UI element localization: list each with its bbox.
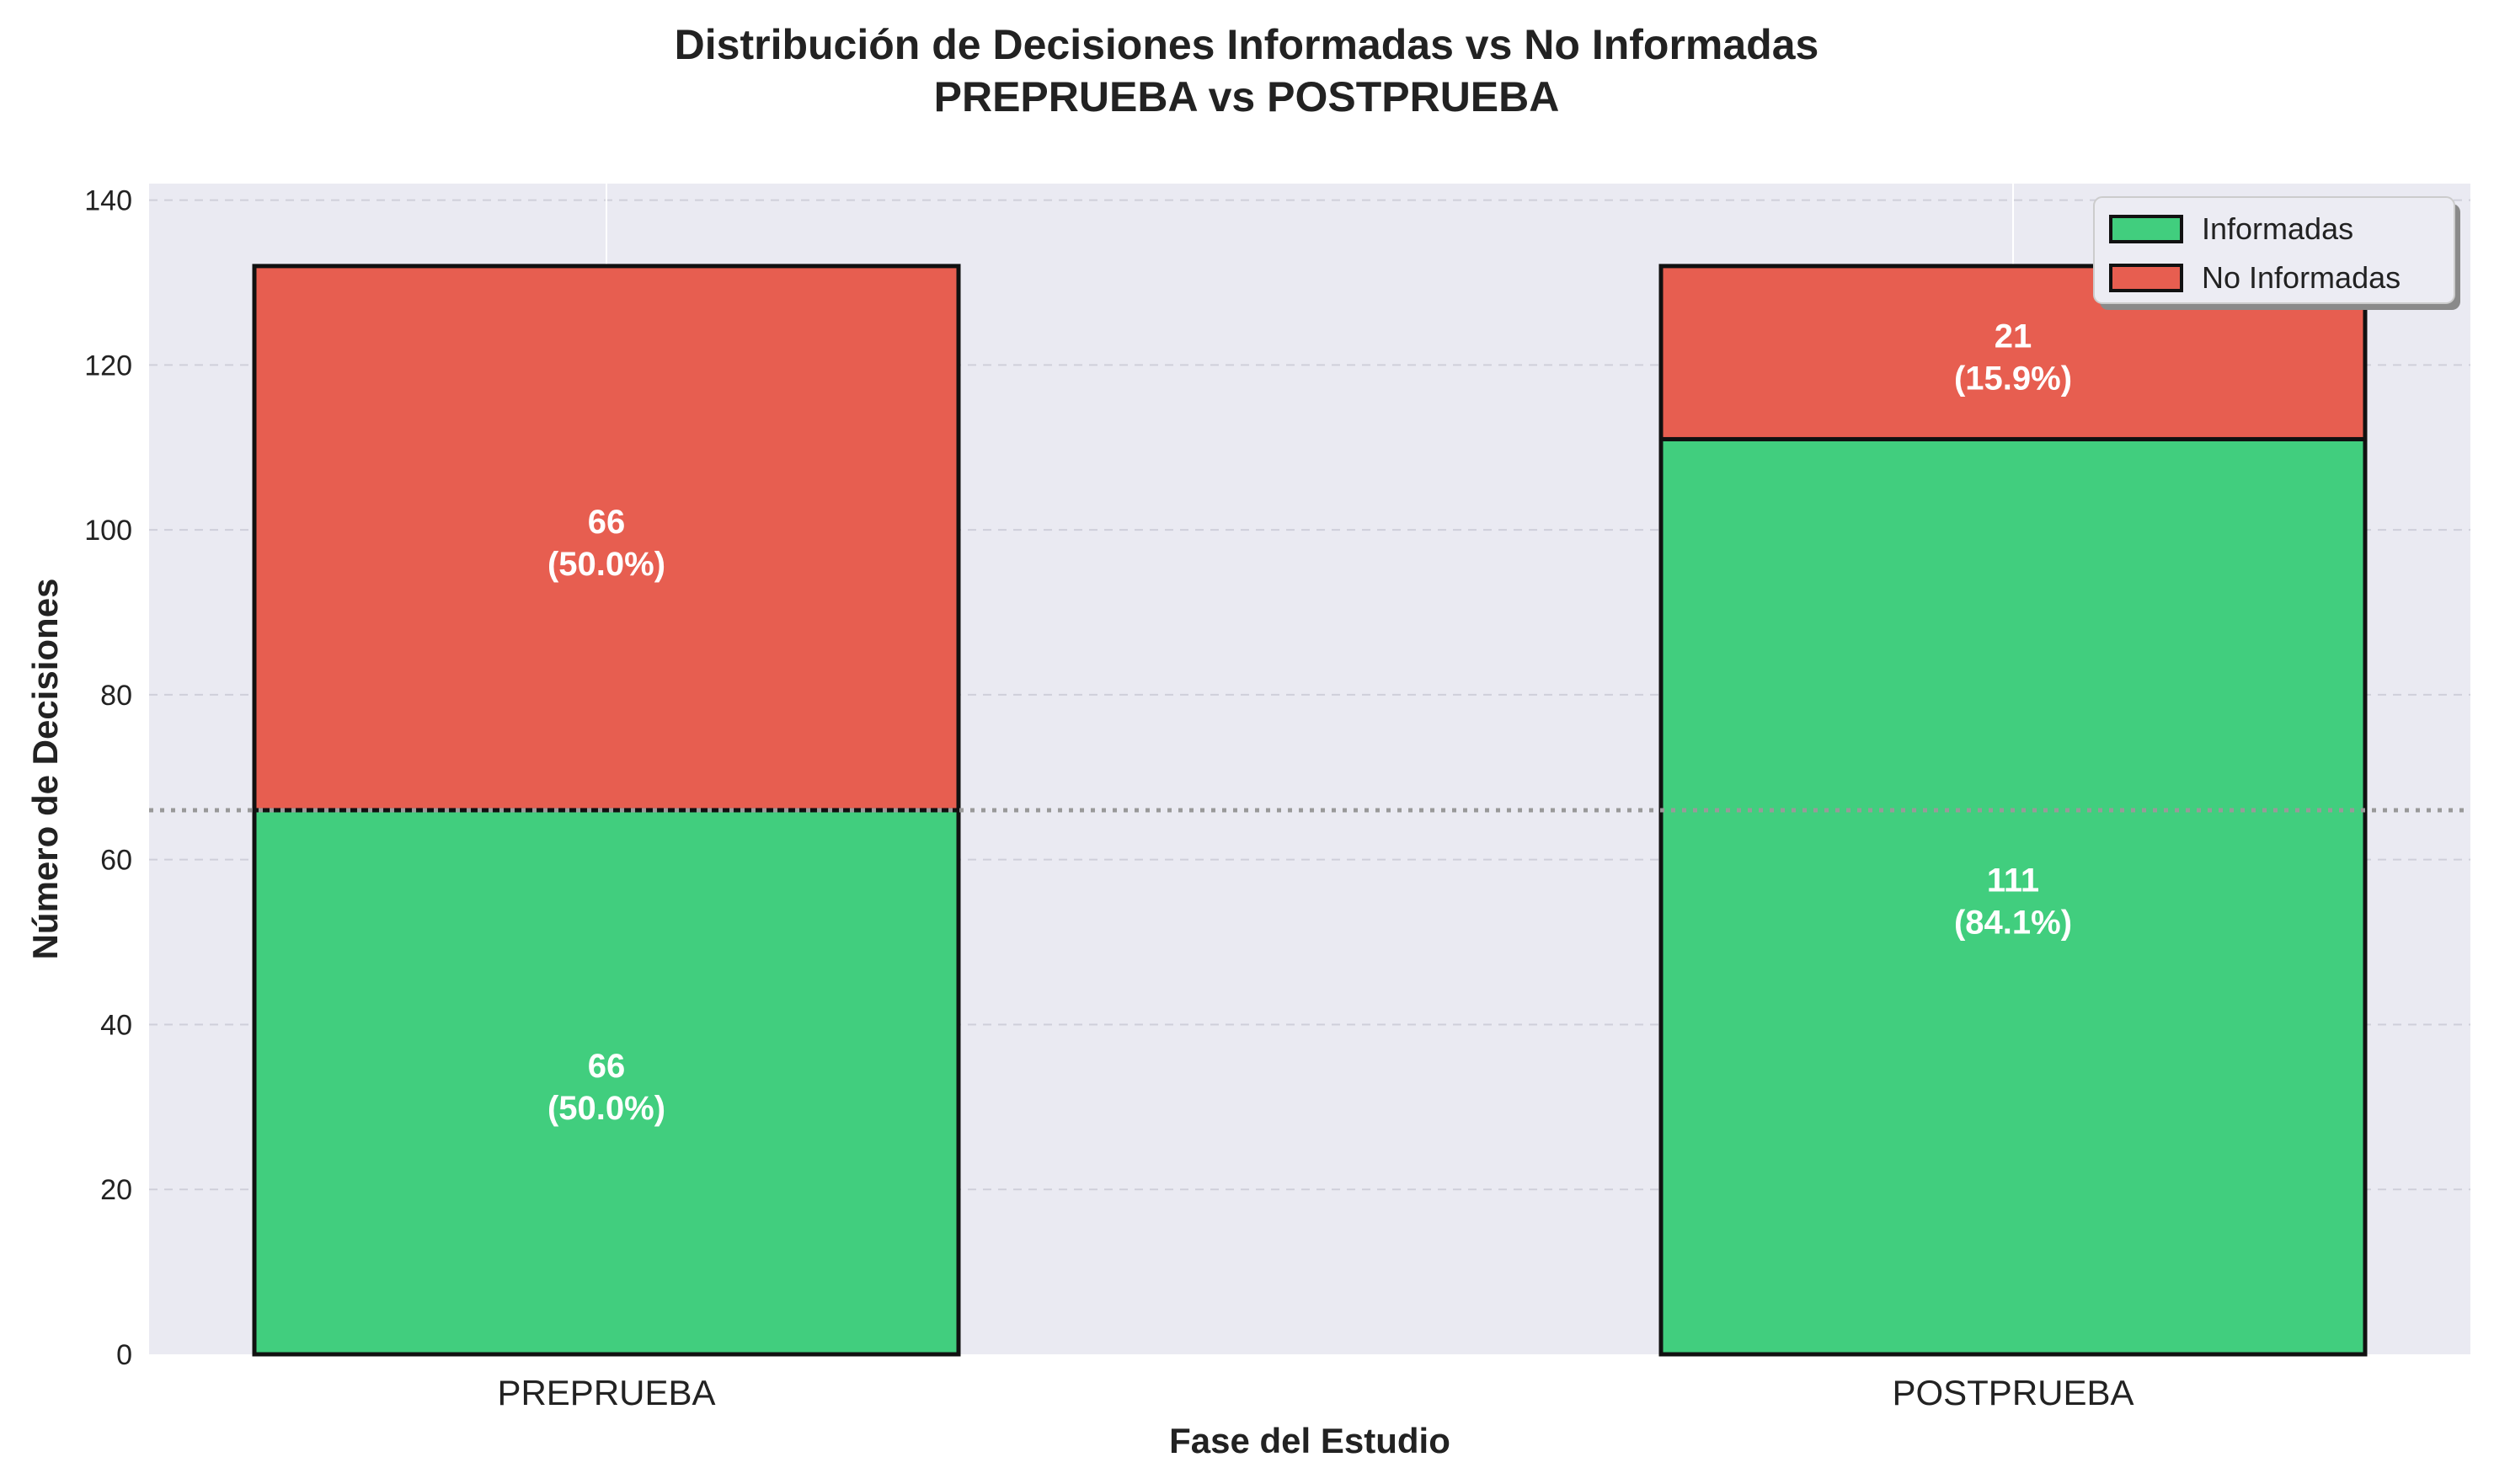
y-tick-label: 20 bbox=[100, 1174, 132, 1206]
segment-percent-label: (84.1%) bbox=[1954, 905, 2072, 942]
segment-value-label: 66 bbox=[588, 504, 626, 541]
legend: Informadas No Informadas bbox=[2093, 196, 2460, 310]
y-tick-label: 100 bbox=[84, 515, 132, 547]
x-tick-label: PREPRUEBA bbox=[497, 1373, 715, 1412]
bar-informadas-postprueba bbox=[1658, 436, 2368, 1357]
chart-title: Distribución de Decisiones Informadas vs… bbox=[675, 21, 1819, 68]
x-axis-ticks: PREPRUEBA POSTPRUEBA bbox=[497, 1373, 2134, 1412]
x-tick-label: POSTPRUEBA bbox=[1892, 1373, 2134, 1412]
segment-value-label: 21 bbox=[1995, 318, 2032, 355]
y-tick-label: 120 bbox=[84, 350, 132, 382]
y-axis-ticks: 0 20 40 60 80 100 120 140 bbox=[84, 185, 132, 1371]
y-tick-label: 0 bbox=[116, 1339, 132, 1371]
segment-value-label: 66 bbox=[588, 1048, 626, 1085]
legend-box bbox=[2093, 196, 2455, 304]
y-tick-label: 80 bbox=[100, 680, 132, 712]
y-axis-label: Número de Decisiones bbox=[25, 579, 65, 960]
x-axis-label: Fase del Estudio bbox=[1169, 1421, 1450, 1460]
legend-entry-label: Informadas bbox=[2202, 211, 2353, 246]
legend-swatch bbox=[2109, 264, 2183, 292]
segment-percent-label: (15.9%) bbox=[1954, 360, 2072, 398]
segment-labels: 66 (50.0%) 66 (50.0%) 111 (84.1%) 21 (15.9%) bbox=[547, 318, 2072, 1127]
y-tick-label: 40 bbox=[100, 1009, 132, 1041]
bar-no-informadas-preprueba bbox=[252, 264, 961, 813]
bars bbox=[252, 264, 2368, 1357]
chart-subtitle: PREPRUEBA vs POSTPRUEBA bbox=[934, 73, 1560, 120]
segment-percent-label: (50.0%) bbox=[547, 546, 665, 583]
segment-percent-label: (50.0%) bbox=[547, 1090, 665, 1127]
y-tick-label: 140 bbox=[84, 185, 132, 217]
y-tick-label: 60 bbox=[100, 845, 132, 877]
legend-swatch bbox=[2109, 215, 2183, 243]
legend-entry-label: No Informadas bbox=[2202, 260, 2401, 295]
segment-value-label: 111 bbox=[1987, 862, 2039, 899]
bar-informadas-preprueba bbox=[252, 808, 961, 1357]
